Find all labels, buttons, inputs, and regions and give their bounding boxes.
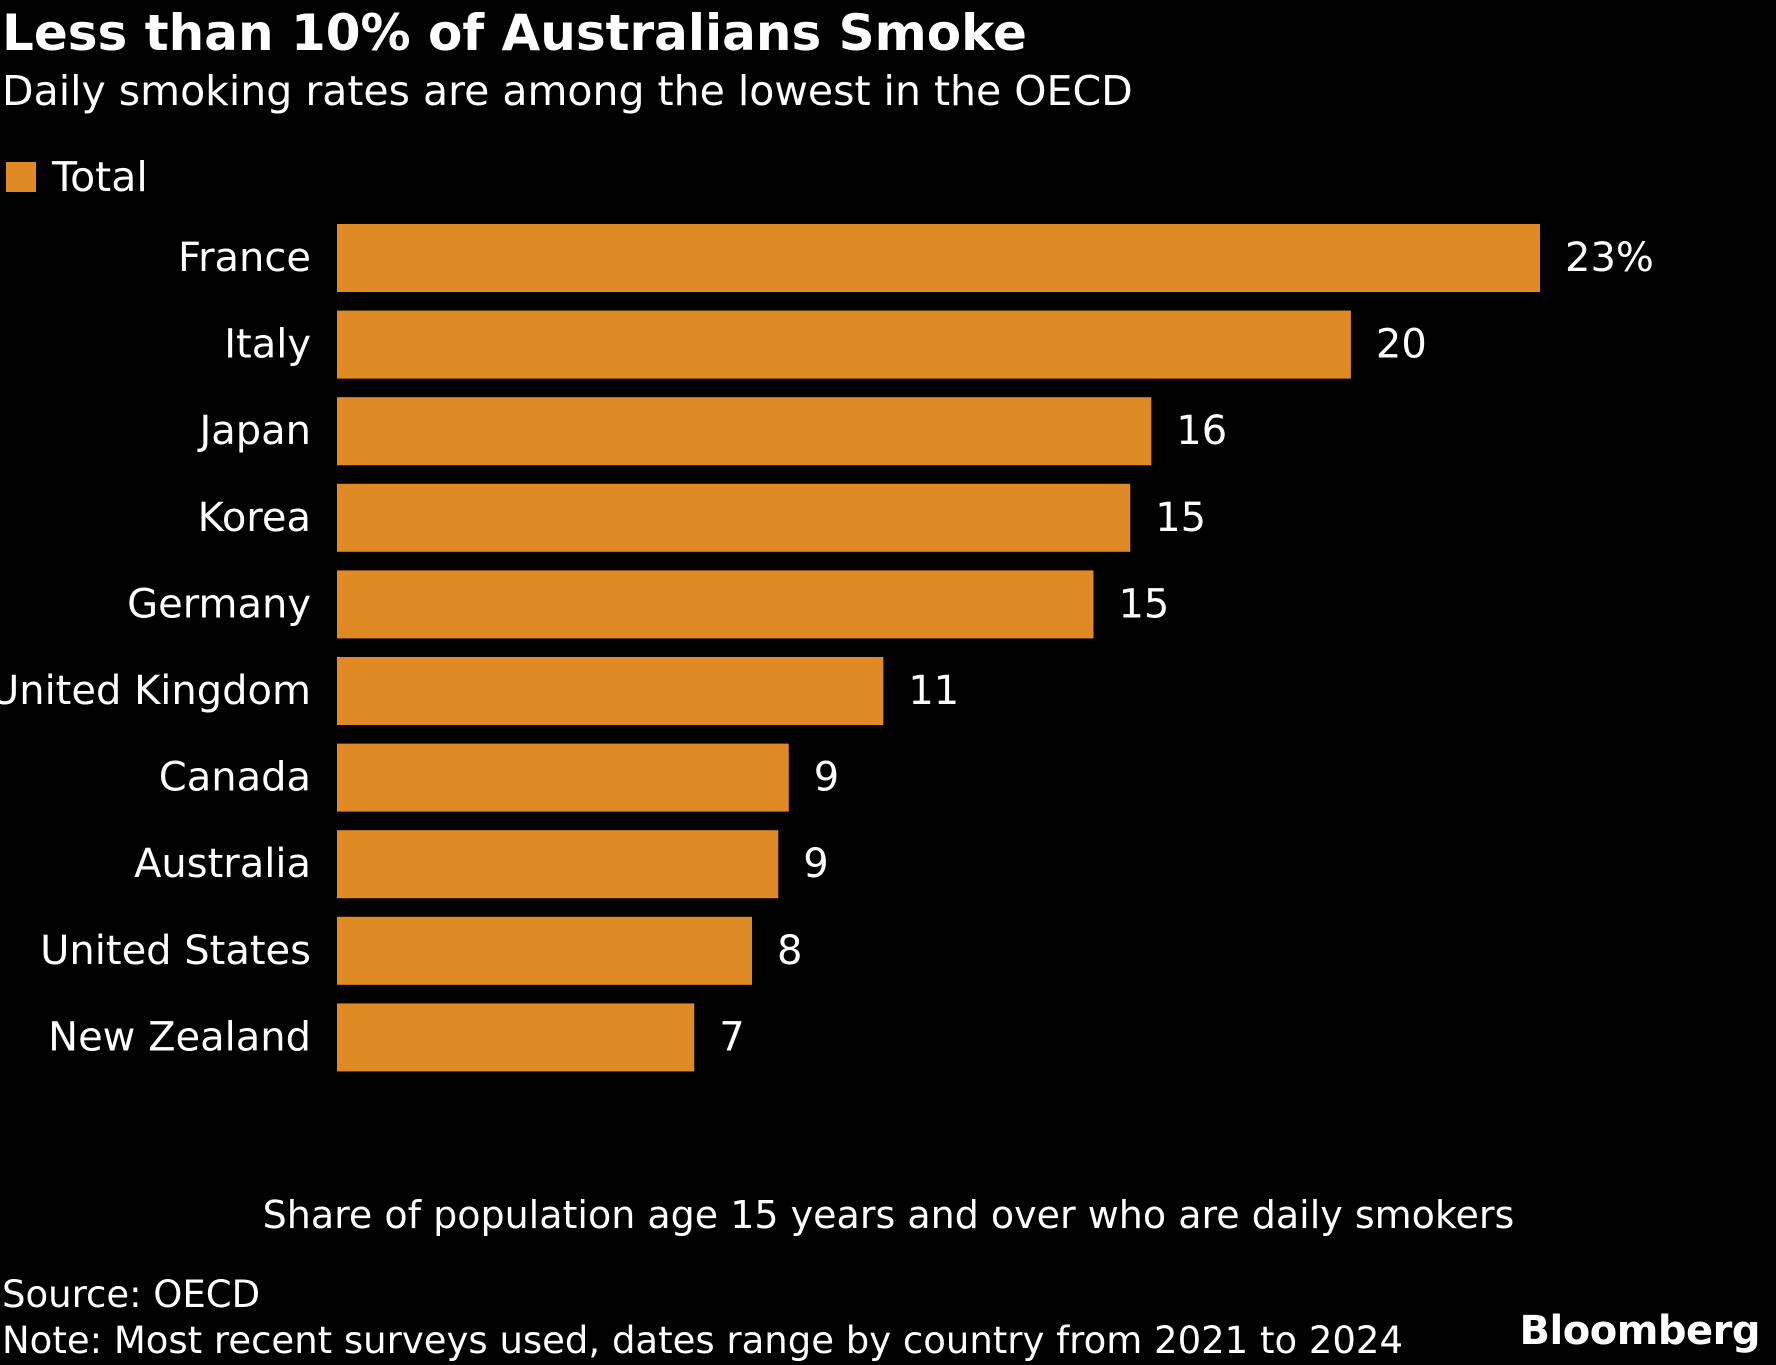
category-label: Japan (196, 408, 311, 454)
bar-france (337, 224, 1540, 292)
value-label: 8 (777, 928, 802, 974)
value-label: 16 (1176, 408, 1227, 454)
category-label: Germany (127, 581, 311, 627)
category-label: Canada (159, 755, 311, 801)
bar-korea (337, 483, 1131, 552)
bloomberg-logo: Bloomberg (1519, 1308, 1761, 1354)
legend-swatch (6, 162, 36, 192)
category-label: Korea (198, 495, 311, 541)
category-label: Italy (224, 322, 311, 368)
category-label: United States (40, 928, 311, 974)
category-label: New Zealand (48, 1014, 311, 1060)
bar-germany (337, 570, 1094, 639)
value-label: 20 (1376, 322, 1427, 368)
category-label: United Kingdom (0, 668, 311, 714)
value-label: 15 (1155, 495, 1206, 541)
bar-japan (337, 397, 1152, 466)
value-label: 15 (1118, 581, 1169, 627)
value-label: 9 (803, 841, 828, 887)
x-axis-label: Share of population age 15 years and ove… (263, 1193, 1515, 1237)
value-label: 9 (814, 755, 839, 801)
bar-new-zealand (337, 1003, 695, 1072)
category-label: France (178, 235, 311, 281)
source-note: Source: OECD (2, 1273, 261, 1316)
bar-united-states (337, 916, 753, 985)
chart-subtitle: Daily smoking rates are among the lowest… (2, 67, 1133, 115)
legend-label-total: Total (52, 153, 148, 201)
category-label: Australia (134, 841, 311, 887)
value-label: 23% (1565, 235, 1654, 281)
survey-note: Note: Most recent surveys used, dates ra… (2, 1319, 1404, 1362)
legend: Total (6, 150, 148, 204)
chart-title: Less than 10% of Australians Smoke (2, 4, 1027, 62)
value-label: 7 (719, 1014, 744, 1060)
bar-italy (337, 310, 1351, 379)
bar-canada (337, 743, 789, 812)
bar-australia (337, 830, 779, 899)
bar-united-kingdom (337, 657, 884, 725)
value-label: 11 (908, 668, 959, 714)
